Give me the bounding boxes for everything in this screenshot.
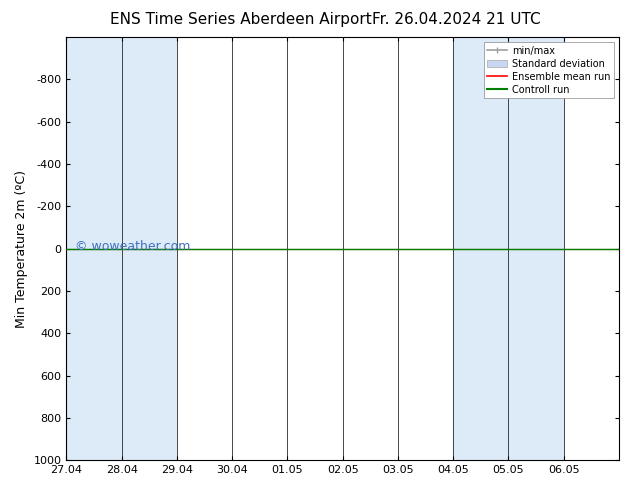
Bar — [122, 37, 177, 460]
Bar — [67, 37, 122, 460]
Text: © woweather.com: © woweather.com — [75, 240, 190, 253]
Text: Fr. 26.04.2024 21 UTC: Fr. 26.04.2024 21 UTC — [372, 12, 541, 27]
Bar — [508, 37, 564, 460]
Text: ENS Time Series Aberdeen Airport: ENS Time Series Aberdeen Airport — [110, 12, 372, 27]
Legend: min/max, Standard deviation, Ensemble mean run, Controll run: min/max, Standard deviation, Ensemble me… — [484, 42, 614, 98]
Bar — [453, 37, 508, 460]
Y-axis label: Min Temperature 2m (ºC): Min Temperature 2m (ºC) — [15, 170, 28, 328]
